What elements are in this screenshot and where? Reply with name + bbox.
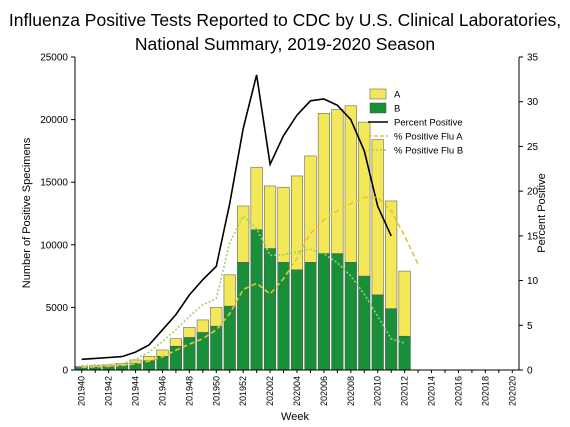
bars-group xyxy=(75,105,411,371)
bar-a xyxy=(250,166,263,231)
bar-a xyxy=(304,155,317,263)
bar-a xyxy=(264,185,277,249)
y-tick-label-right: 10 xyxy=(527,276,539,287)
x-tick-label: 202014 xyxy=(427,376,437,406)
x-tick-label: 201948 xyxy=(184,376,194,406)
bar-a xyxy=(290,175,304,271)
legend: AB Percent Positive % Positive Flu A % Posi… xyxy=(368,88,463,157)
x-tick-label: 201946 xyxy=(157,376,167,406)
y-tick-label-left: 5000 xyxy=(46,303,69,314)
legend-swatch xyxy=(369,88,387,100)
bar-b xyxy=(317,253,330,371)
bar-a xyxy=(142,355,156,361)
bar-b xyxy=(371,294,384,371)
axes-group: 0 5000 10000 15000 20000 25000 0 5 10 15 20 25 30 35 2… xyxy=(40,53,538,407)
x-tick-label: 201944 xyxy=(131,376,141,406)
bar-b xyxy=(250,229,263,371)
x-tick-label: 202018 xyxy=(480,376,490,406)
x-tick-label: 202020 xyxy=(507,376,517,406)
y-axis-label-right: Percent Positive xyxy=(536,173,548,252)
line-percent-positive xyxy=(81,74,392,361)
y-tick-label-left: 0 xyxy=(62,366,68,377)
bar-b xyxy=(264,248,277,371)
x-tick-label: 201942 xyxy=(104,376,114,406)
bar-a xyxy=(398,270,411,337)
bar-a xyxy=(169,338,182,347)
x-tick-label: 202004 xyxy=(292,376,302,406)
y-tick-label-left: 20000 xyxy=(40,115,68,126)
bar-a xyxy=(317,113,330,254)
y-tick-label-right: 20 xyxy=(527,187,539,198)
bar-b xyxy=(304,262,317,371)
bar-a xyxy=(371,139,384,296)
x-tick-label: 202016 xyxy=(453,376,463,406)
y-tick-label-right: 5 xyxy=(527,321,533,332)
legend-label: % Positive Flu B xyxy=(394,146,463,157)
legend-label: Percent Positive xyxy=(394,118,463,129)
y-tick-label-left: 10000 xyxy=(40,240,68,251)
bar-b xyxy=(358,275,371,371)
x-tick-label: 201952 xyxy=(238,376,248,406)
bar-b xyxy=(196,332,209,371)
chart-title-line-1: Influenza Positive Tests Reported to CDC… xyxy=(8,10,562,30)
bar-a xyxy=(223,274,236,307)
legend-swatch xyxy=(369,102,387,114)
bar-a xyxy=(331,109,344,254)
legend-label: A xyxy=(394,90,401,101)
bar-b xyxy=(398,335,411,371)
y-tick-label-right: 25 xyxy=(527,142,539,153)
x-tick-label: 202010 xyxy=(373,376,383,406)
bar-a xyxy=(358,121,371,277)
x-tick-label: 202002 xyxy=(265,376,275,406)
bar-a xyxy=(210,307,223,327)
y-tick-label-left: 25000 xyxy=(40,53,68,64)
legend-label: % Positive Flu A xyxy=(394,132,463,143)
line-positive-flu-a xyxy=(81,196,419,369)
bar-b xyxy=(223,305,236,371)
y-axis-label-left: Number of Positive Specimens xyxy=(21,137,33,288)
legend-label: B xyxy=(394,104,400,115)
chart-title-line-2: National Summary, 2019-2020 Season xyxy=(134,34,436,54)
x-tick-label: 202012 xyxy=(400,376,410,406)
y-tick-label-right: 0 xyxy=(527,366,533,377)
x-tick-label: 201950 xyxy=(211,376,221,406)
bar-a xyxy=(183,327,196,338)
y-tick-label-right: 30 xyxy=(527,97,539,108)
bar-a xyxy=(237,205,250,263)
lines-group xyxy=(81,74,419,369)
y-tick-label-left: 15000 xyxy=(40,178,68,189)
bar-a xyxy=(156,349,169,357)
bar-b xyxy=(290,269,304,371)
y-tick-label-right: 35 xyxy=(527,53,539,64)
x-tick-label: 201940 xyxy=(77,376,87,406)
x-tick-label: 202008 xyxy=(346,376,356,406)
bar-a xyxy=(344,105,357,263)
y-tick-label-right: 15 xyxy=(527,231,539,242)
bar-b xyxy=(331,253,344,371)
bar-b xyxy=(156,355,169,371)
bar-b xyxy=(237,262,250,371)
x-axis-label: Week xyxy=(281,411,309,423)
bar-b xyxy=(344,262,357,371)
bar-a xyxy=(196,319,209,333)
bar-b xyxy=(142,360,156,371)
bar-a xyxy=(385,200,398,309)
bar-a xyxy=(277,186,290,263)
x-tick-label: 202006 xyxy=(319,376,329,406)
